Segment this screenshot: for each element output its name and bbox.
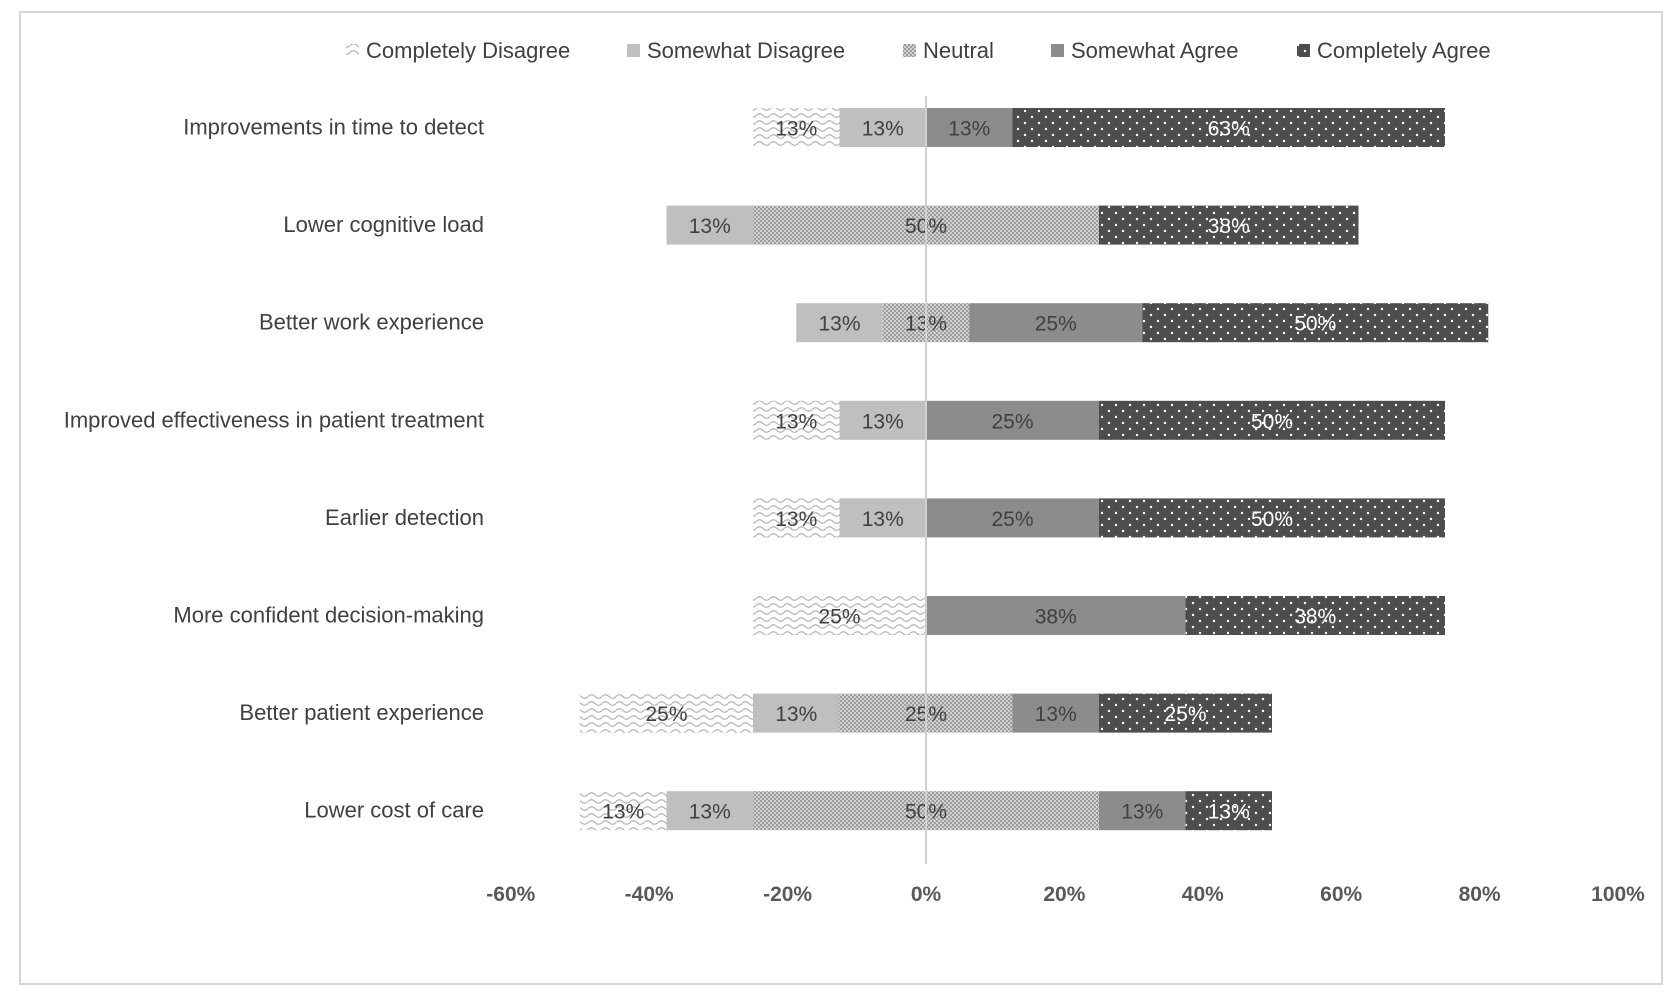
bar-segment-completely-agree: [1142, 303, 1489, 343]
data-label-completely-disagree: 25%: [645, 703, 687, 726]
bar-segment-somewhat-agree: [926, 400, 1099, 440]
bar-segment-somewhat-disagree: [753, 693, 840, 733]
legend-swatch-completely-agree: [1297, 44, 1310, 57]
data-label-completely-agree: 50%: [1294, 313, 1336, 336]
bar-segment-completely-disagree: [753, 498, 840, 538]
x-tick-label: 0%: [911, 883, 942, 906]
bar-segment-completely-disagree: [753, 596, 926, 635]
data-label-somewhat-disagree: 13%: [689, 801, 731, 824]
data-label-completely-agree: 63%: [1208, 118, 1250, 141]
data-label-completely-agree: 50%: [1251, 508, 1293, 531]
bar-segment-completely-agree: [1099, 693, 1272, 733]
data-label-completely-agree: 38%: [1294, 606, 1336, 629]
bar-segment-completely-agree: [1099, 205, 1359, 245]
data-label-somewhat-disagree: 13%: [862, 410, 904, 433]
bar-segment-somewhat-disagree: [666, 791, 753, 831]
x-tick-label: -20%: [763, 883, 812, 906]
x-tick-label: -60%: [486, 883, 535, 906]
x-tick-label: 40%: [1182, 883, 1224, 906]
category-label: Improvements in time to detect: [183, 115, 484, 140]
data-label-somewhat-agree: 25%: [1035, 313, 1077, 336]
bar-segment-somewhat-agree: [926, 498, 1099, 538]
bar-segment-somewhat-disagree: [839, 400, 926, 440]
bar-segment-somewhat-agree: [926, 108, 1013, 147]
legend-label-completely-agree: Completely Agree: [1317, 38, 1491, 63]
bar-segment-somewhat-disagree: [666, 205, 753, 245]
legend-label-somewhat-disagree: Somewhat Disagree: [647, 38, 845, 63]
data-label-somewhat-agree: 13%: [948, 118, 990, 141]
data-label-completely-disagree: 13%: [775, 508, 817, 531]
data-label-somewhat-agree: 38%: [1035, 606, 1077, 629]
data-label-completely-disagree: 13%: [775, 118, 817, 141]
x-tick-label: -40%: [625, 883, 674, 906]
data-label-completely-agree: 50%: [1251, 410, 1293, 433]
bar-segment-completely-agree: [1185, 596, 1445, 635]
bar-segment-completely-disagree: [580, 693, 753, 733]
category-label: Better work experience: [259, 310, 484, 335]
category-label: Improved effectiveness in patient treatm…: [64, 407, 484, 432]
bar-segment-somewhat-agree: [1099, 791, 1186, 831]
x-tick-label: 80%: [1459, 883, 1501, 906]
bar-segment-completely-disagree: [580, 791, 667, 831]
data-label-somewhat-disagree: 13%: [818, 313, 860, 336]
bar-segment-completely-agree: [1099, 400, 1445, 440]
data-label-somewhat-agree: 25%: [991, 410, 1033, 433]
data-label-completely-agree: 25%: [1164, 703, 1206, 726]
bar-segment-somewhat-disagree: [796, 303, 883, 343]
data-label-somewhat-disagree: 13%: [689, 215, 731, 238]
data-label-completely-agree: 13%: [1208, 801, 1250, 824]
category-labels: Improvements in time to detect Lower cogn…: [64, 115, 484, 823]
legend-label-somewhat-agree: Somewhat Agree: [1071, 38, 1239, 63]
category-label: Lower cost of care: [304, 798, 484, 823]
bar-segment-completely-agree: [1099, 498, 1445, 538]
bars: 13% 13% 13% 63% 13% 50% 38% 13% 13% 25% 50% 13% 13% 2…: [580, 108, 1489, 831]
legend-swatch-neutral: [903, 44, 916, 57]
bar-segment-somewhat-agree: [926, 596, 1186, 635]
category-label: Lower cognitive load: [283, 212, 484, 237]
data-label-completely-agree: 38%: [1208, 215, 1250, 238]
data-label-completely-disagree: 13%: [602, 801, 644, 824]
bar-segment-completely-agree: [1012, 108, 1445, 147]
x-tick-label: 60%: [1320, 883, 1362, 906]
data-label-completely-disagree: 25%: [818, 606, 860, 629]
legend-label-neutral: Neutral: [923, 38, 994, 63]
data-label-somewhat-disagree: 13%: [862, 508, 904, 531]
data-label-completely-disagree: 13%: [775, 410, 817, 433]
data-label-somewhat-disagree: 13%: [775, 703, 817, 726]
bar-segment-completely-agree: [1185, 791, 1272, 831]
bar-segment-somewhat-disagree: [839, 498, 926, 538]
legend-label-completely-disagree: Completely Disagree: [366, 38, 570, 63]
x-axis-ticks: -60% -40% -20% 0% 20% 40% 60% 80% 100%: [486, 883, 1645, 906]
legend-swatch-somewhat-agree: [1051, 44, 1064, 57]
category-label: More confident decision-making: [173, 603, 484, 628]
bar-segment-somewhat-agree: [1012, 693, 1099, 733]
bar-segment-completely-disagree: [753, 108, 840, 147]
data-label-somewhat-disagree: 13%: [862, 118, 904, 141]
category-label: Earlier detection: [325, 505, 484, 530]
data-label-somewhat-agree: 13%: [1121, 801, 1163, 824]
data-label-somewhat-agree: 13%: [1035, 703, 1077, 726]
bar-segment-somewhat-disagree: [839, 108, 926, 147]
legend-swatch-somewhat-disagree: [627, 44, 640, 57]
legend-swatch-completely-disagree: [346, 44, 359, 57]
x-tick-label: 100%: [1591, 883, 1645, 906]
legend: Completely Disagree Somewhat Disagree Neut…: [346, 38, 1491, 63]
data-label-somewhat-agree: 25%: [991, 508, 1033, 531]
x-tick-label: 20%: [1043, 883, 1085, 906]
bar-segment-somewhat-agree: [969, 303, 1143, 343]
category-label: Better patient experience: [239, 700, 484, 725]
bar-segment-completely-disagree: [753, 400, 840, 440]
